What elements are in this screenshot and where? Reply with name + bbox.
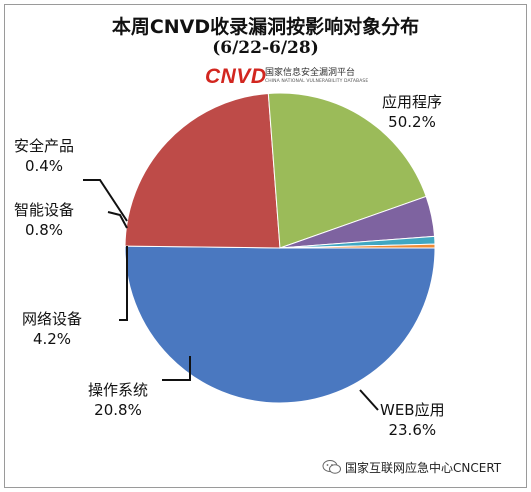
watermark-text: 国家互联网应急中心CNCERT xyxy=(345,459,501,476)
leader-line-smart xyxy=(108,212,127,228)
label-network-name: 网络设备 xyxy=(22,309,82,329)
label-os: 操作系统 20.8% xyxy=(88,380,148,420)
label-security: 安全产品 0.4% xyxy=(14,136,74,176)
label-web: WEB应用 23.6% xyxy=(380,400,445,440)
label-os-name: 操作系统 xyxy=(88,380,148,400)
leader-line-web xyxy=(360,390,378,410)
label-web-name: WEB应用 xyxy=(380,400,445,420)
label-app-value: 50.2% xyxy=(382,112,442,132)
label-app: 应用程序 50.2% xyxy=(382,92,442,132)
label-network: 网络设备 4.2% xyxy=(22,309,82,349)
label-app-name: 应用程序 xyxy=(382,92,442,112)
label-web-value: 23.6% xyxy=(380,420,445,440)
label-smart-value: 0.8% xyxy=(14,220,74,240)
label-security-value: 0.4% xyxy=(14,156,74,176)
label-smart: 智能设备 0.8% xyxy=(14,200,74,240)
label-network-value: 4.2% xyxy=(22,329,82,349)
label-smart-name: 智能设备 xyxy=(14,200,74,220)
wechat-icon xyxy=(322,459,342,475)
pie-slice-web xyxy=(125,93,280,248)
label-security-name: 安全产品 xyxy=(14,136,74,156)
label-os-value: 20.8% xyxy=(88,400,148,420)
